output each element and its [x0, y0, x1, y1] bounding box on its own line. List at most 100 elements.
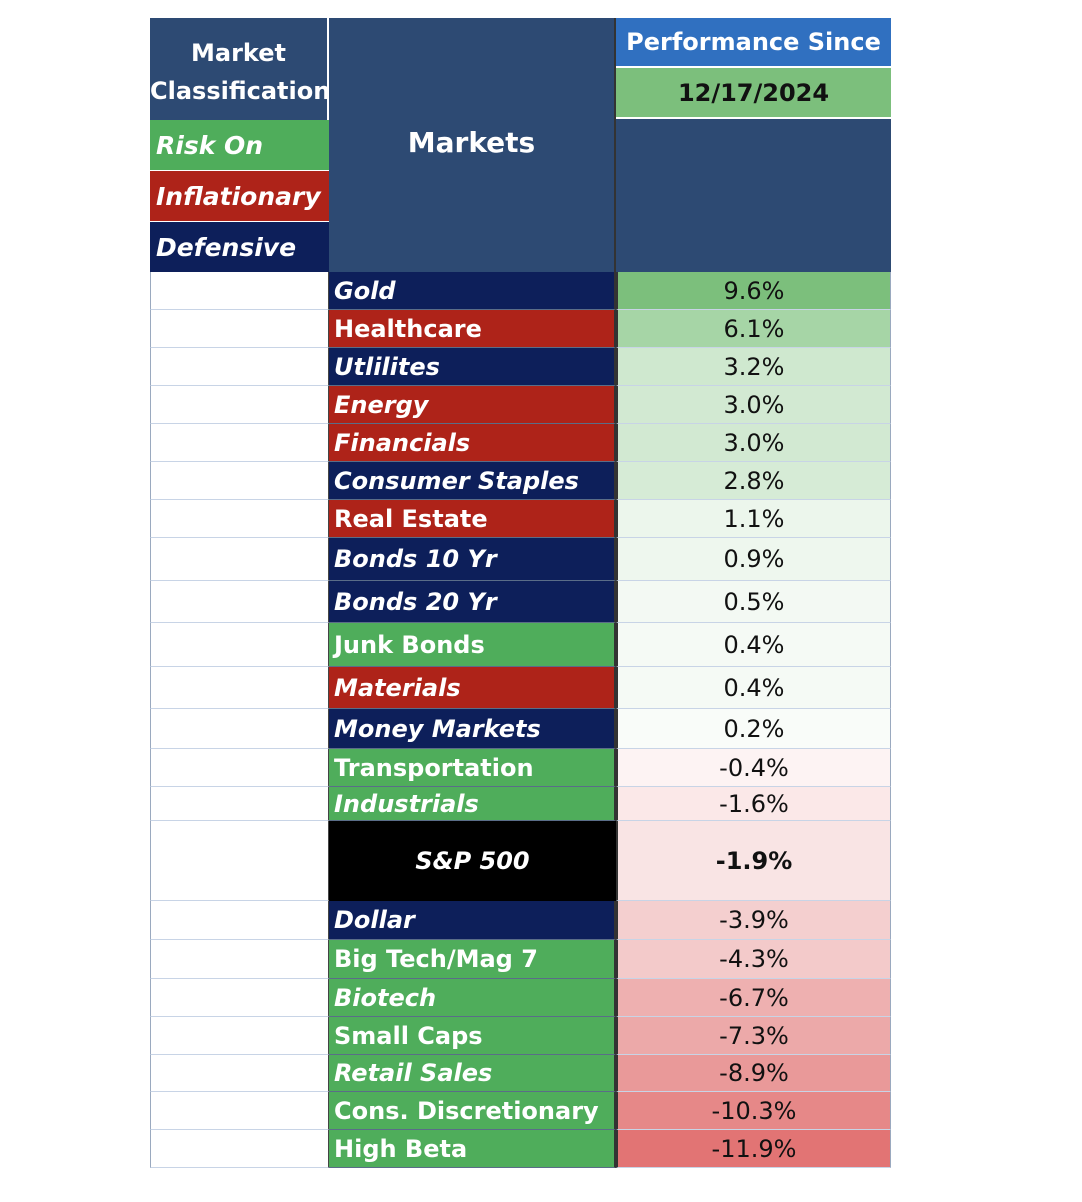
market-name: Materials	[334, 673, 461, 702]
market-name: High Beta	[334, 1134, 468, 1163]
performance-value: 0.2%	[723, 714, 785, 743]
performance-value-cell: 0.4%	[616, 623, 891, 667]
classification-cell	[150, 787, 329, 821]
performance-value: 0.9%	[723, 545, 785, 573]
performance-value-cell: 0.5%	[616, 581, 891, 623]
performance-value-cell: 2.8%	[616, 462, 891, 500]
performance-value-cell: 6.1%	[616, 310, 891, 348]
market-name: Real Estate	[334, 504, 488, 533]
market-name-cell: Big Tech/Mag 7	[329, 940, 616, 979]
market-name: Utlilites	[334, 352, 440, 381]
performance-value-cell: -4.3%	[616, 940, 891, 979]
market-name-cell: Energy	[329, 386, 616, 424]
performance-value: -3.9%	[719, 906, 789, 934]
market-name: Transportation	[334, 753, 534, 782]
market-name: Retail Sales	[334, 1059, 493, 1087]
performance-value-cell: 0.9%	[616, 538, 891, 581]
performance-value: -4.3%	[719, 945, 789, 973]
legend-defensive: Defensive	[150, 222, 329, 272]
market-name-cell: Materials	[329, 667, 616, 709]
classification-cell	[150, 821, 329, 901]
performance-value: 3.2%	[723, 352, 785, 381]
performance-value: 9.6%	[723, 276, 785, 305]
performance-value-cell: -6.7%	[616, 979, 891, 1017]
performance-value: 0.4%	[723, 673, 785, 702]
market-name-cell: Cons. Discretionary	[329, 1092, 616, 1130]
performance-date: 12/17/2024	[616, 68, 891, 119]
performance-value: 2.8%	[723, 466, 785, 495]
performance-value-cell: 1.1%	[616, 500, 891, 538]
performance-value: 0.5%	[723, 587, 785, 616]
market-name: Small Caps	[334, 1021, 483, 1050]
classification-cell	[150, 424, 329, 462]
classification-title-line1: Market	[191, 39, 286, 67]
performance-value: -6.7%	[719, 983, 789, 1012]
markets-header-label: Markets	[407, 126, 536, 159]
market-name: Healthcare	[334, 314, 482, 343]
market-name-cell: High Beta	[329, 1130, 616, 1168]
market-name-cell: Real Estate	[329, 500, 616, 538]
performance-value-cell: 0.2%	[616, 709, 891, 749]
performance-value-cell: -10.3%	[616, 1092, 891, 1130]
classification-cell	[150, 581, 329, 623]
market-name-cell: Bonds 20 Yr	[329, 581, 616, 623]
classification-cell	[150, 272, 329, 310]
legend-risk-on-label: Risk On	[156, 130, 264, 160]
classification-title-line2: Classification	[150, 77, 329, 105]
market-name-cell: Financials	[329, 424, 616, 462]
performance-value: 1.1%	[723, 504, 785, 533]
performance-value-cell: 3.0%	[616, 424, 891, 462]
market-name: Cons. Discretionary	[334, 1096, 599, 1125]
classification-cell	[150, 1017, 329, 1055]
performance-value-cell: 0.4%	[616, 667, 891, 709]
classification-cell	[150, 940, 329, 979]
performance-value-cell: -11.9%	[616, 1130, 891, 1168]
performance-header-label: Performance Since	[626, 28, 881, 56]
legend-defensive-label: Defensive	[156, 232, 297, 262]
classification-cell	[150, 500, 329, 538]
classification-cell	[150, 348, 329, 386]
classification-cell	[150, 462, 329, 500]
classification-cell	[150, 538, 329, 581]
performance-value-cell: 3.0%	[616, 386, 891, 424]
performance-value: -1.9%	[715, 846, 793, 875]
classification-header: Market Classification	[150, 18, 329, 120]
classification-cell	[150, 709, 329, 749]
market-name: Energy	[334, 390, 429, 419]
market-name-cell: Consumer Staples	[329, 462, 616, 500]
market-name-cell: Utlilites	[329, 348, 616, 386]
performance-value: -10.3%	[711, 1096, 797, 1125]
market-name: Biotech	[334, 983, 437, 1012]
classification-cell	[150, 749, 329, 787]
market-name-cell: Money Markets	[329, 709, 616, 749]
market-name-cell: Industrials	[329, 787, 616, 821]
performance-value-cell: 9.6%	[616, 272, 891, 310]
performance-value-cell: -8.9%	[616, 1055, 891, 1092]
performance-value: -1.6%	[719, 789, 789, 818]
market-name: S&P 500	[415, 847, 530, 875]
classification-cell	[150, 667, 329, 709]
market-name-cell: Transportation	[329, 749, 616, 787]
market-name-cell: Bonds 10 Yr	[329, 538, 616, 581]
market-name: Financials	[334, 428, 471, 457]
classification-cell	[150, 901, 329, 940]
legend-risk-on: Risk On	[150, 120, 329, 171]
performance-date-label: 12/17/2024	[677, 78, 830, 107]
market-name: Money Markets	[334, 714, 541, 743]
market-name-cell: Retail Sales	[329, 1055, 616, 1092]
performance-value-cell: 3.2%	[616, 348, 891, 386]
market-name: Gold	[334, 276, 396, 305]
legend-inflationary-label: Inflationary	[156, 181, 321, 211]
performance-value-cell: -1.9%	[616, 821, 891, 901]
market-name: Bonds 20 Yr	[334, 587, 497, 616]
market-name-cell: Small Caps	[329, 1017, 616, 1055]
classification-cell	[150, 623, 329, 667]
classification-cell	[150, 386, 329, 424]
performance-value: -8.9%	[719, 1059, 789, 1087]
performance-value: -11.9%	[711, 1134, 797, 1163]
market-name: Junk Bonds	[334, 630, 485, 659]
performance-value-cell: -1.6%	[616, 787, 891, 821]
classification-cell	[150, 1055, 329, 1092]
performance-value-cell: -3.9%	[616, 901, 891, 940]
performance-value: 0.4%	[723, 630, 785, 659]
